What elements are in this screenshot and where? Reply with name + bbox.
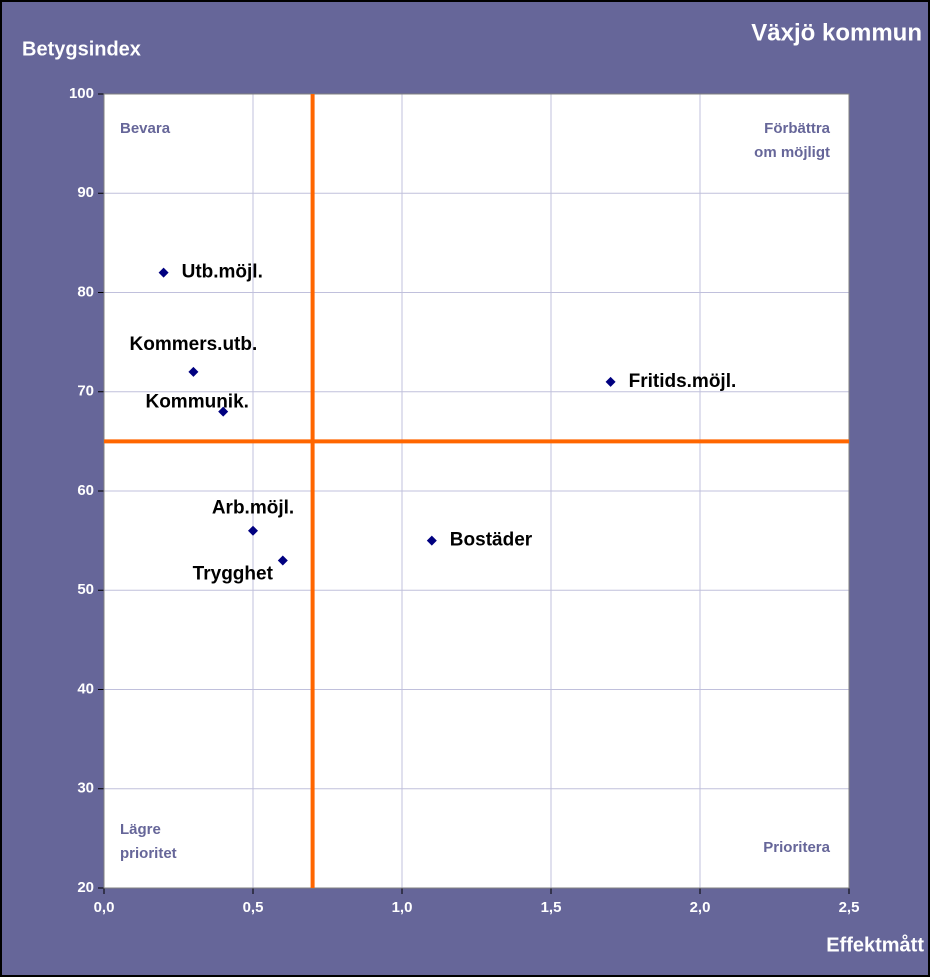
point-label: Fritids.möjl.	[629, 371, 737, 392]
quadrant-label: Prioritera	[763, 839, 830, 856]
point-label: Utb.möjl.	[182, 262, 263, 283]
x-tick-label: 1,5	[541, 899, 562, 916]
point-label: Bostäder	[450, 530, 533, 551]
x-tick-label: 2,0	[690, 899, 711, 916]
data-point	[426, 535, 437, 546]
quadrant-label: Lägre	[120, 821, 161, 838]
y-tick-label: 30	[77, 780, 94, 797]
quadrant-label: prioritet	[120, 845, 177, 862]
point-label: Kommers.utb.	[130, 334, 258, 355]
data-point	[158, 267, 169, 278]
data-point	[218, 406, 229, 417]
x-axis-label: Effektmått	[826, 933, 924, 956]
data-point	[248, 525, 258, 536]
x-tick-label: 0,0	[94, 899, 115, 916]
x-tick-label: 0,5	[243, 899, 264, 916]
y-tick-label: 70	[77, 383, 94, 400]
point-label: Kommunik.	[145, 392, 248, 413]
data-point	[188, 366, 199, 377]
y-tick-label: 60	[77, 482, 94, 499]
x-tick-label: 1,0	[392, 899, 413, 916]
y-tick-label: 100	[69, 85, 94, 102]
y-tick-label: 50	[77, 581, 94, 598]
y-tick-label: 40	[77, 680, 94, 697]
y-tick-label: 80	[77, 283, 94, 300]
quadrant-label: om möjligt	[754, 144, 830, 161]
quadrant-label: Bevara	[120, 120, 171, 137]
y-axis-label: Betygsindex	[22, 38, 141, 60]
data-point	[605, 376, 616, 387]
chart-title: Växjö kommun	[751, 19, 922, 46]
y-tick-label: 90	[77, 184, 94, 201]
y-tick-label: 20	[77, 879, 94, 896]
point-label: Trygghet	[193, 563, 274, 584]
quadrant-label: Förbättra	[764, 120, 830, 137]
x-tick-label: 2,5	[839, 899, 860, 916]
data-point	[277, 555, 288, 566]
plot-border	[103, 93, 850, 889]
point-label: Arb.möjl.	[212, 498, 294, 519]
